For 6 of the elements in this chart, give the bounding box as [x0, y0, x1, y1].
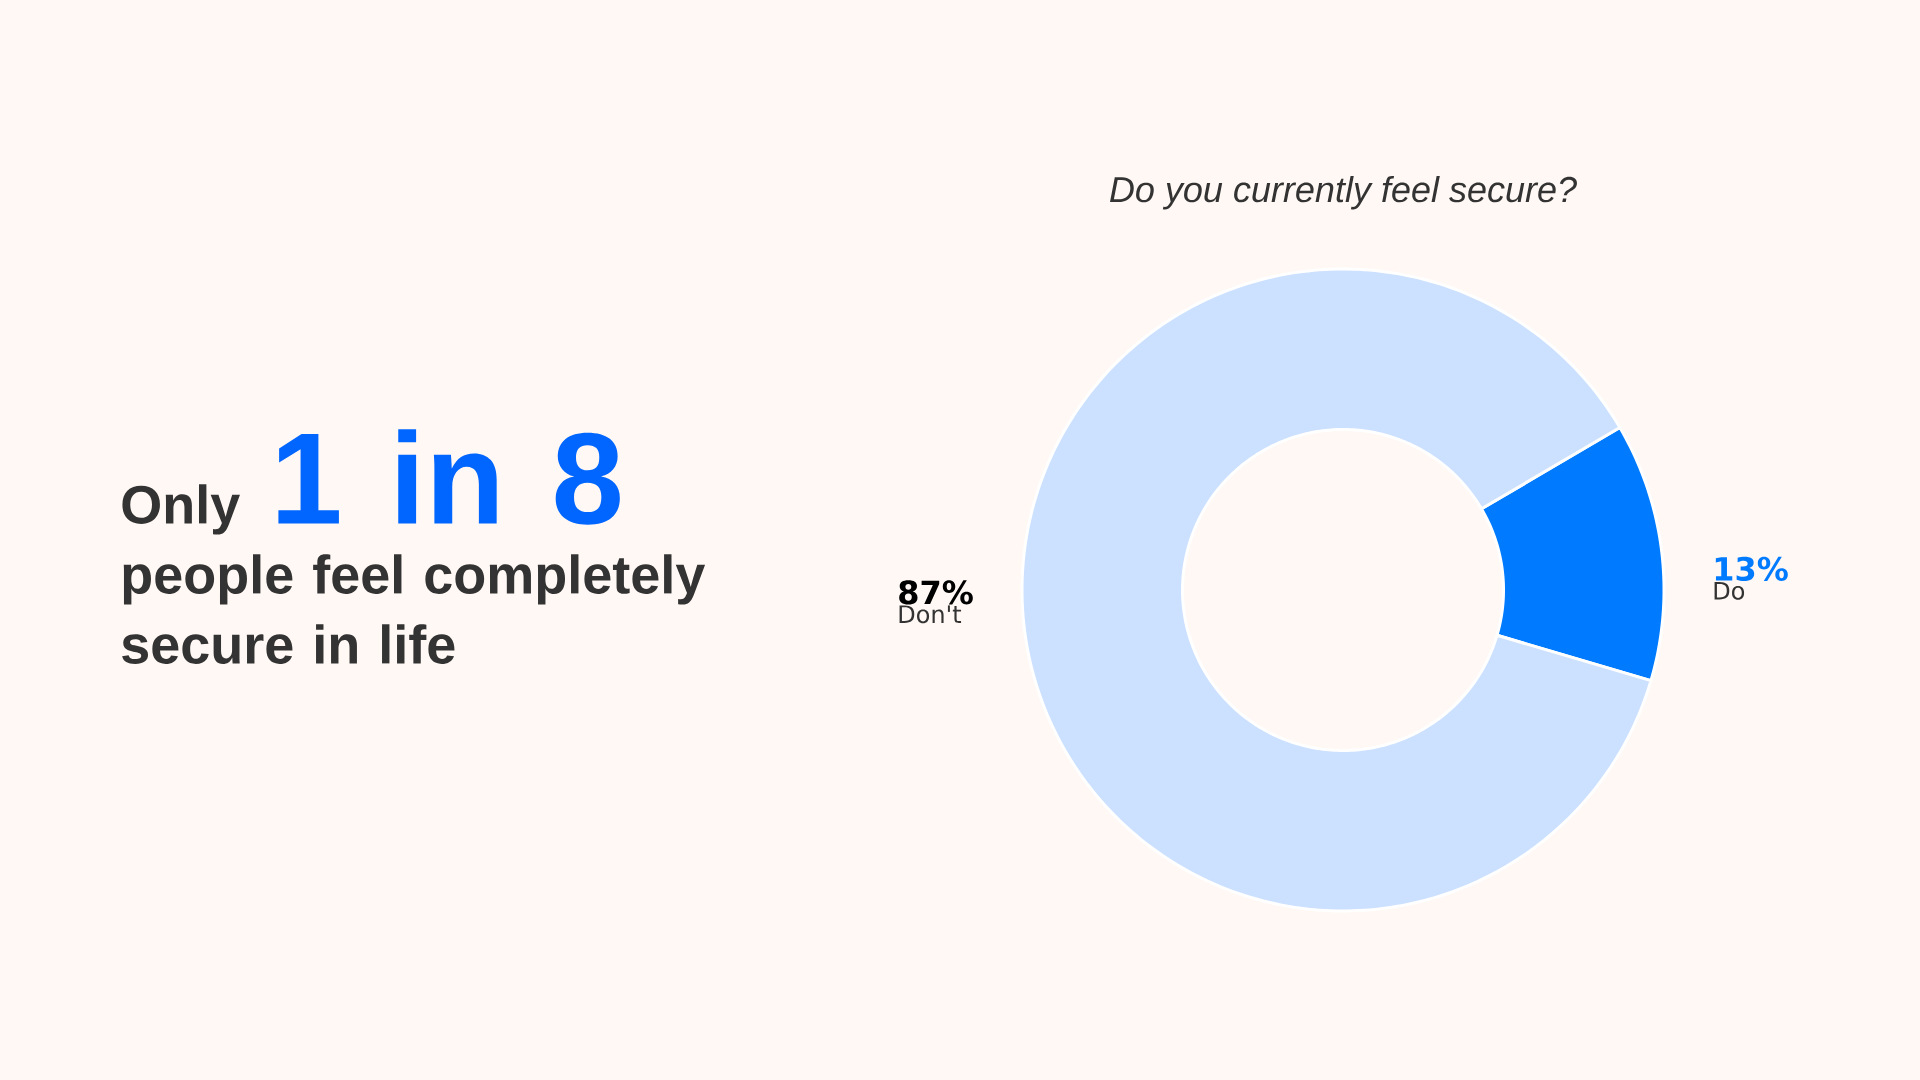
data-label: 13% — [1715, 556, 1788, 581]
chart-subtitle: Do you currently feel secure? — [1110, 175, 1577, 210]
data-label: 87% — [899, 580, 973, 605]
slice-label: Do — [1714, 581, 1745, 600]
slice-label: Don't — [899, 605, 962, 624]
text: Only 1 in 8 people feel completely secure in life — [122, 429, 706, 664]
